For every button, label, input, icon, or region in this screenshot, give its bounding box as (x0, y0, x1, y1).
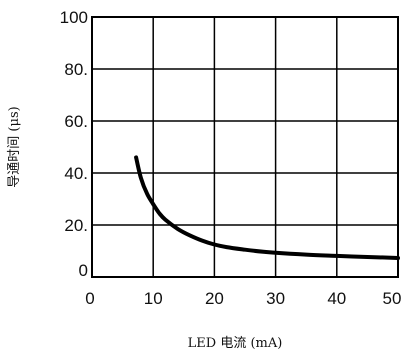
x-tick-labels: 0 10 20 30 40 50 (85, 289, 401, 308)
x-tick-label: 20 (205, 289, 224, 308)
series-line (134, 155, 400, 260)
plot-frame (91, 16, 399, 278)
x-axis-title: LED 电流 (mA) (188, 336, 283, 351)
y-tick-label: 0 (79, 261, 88, 280)
x-tick-label: 0 (85, 289, 94, 308)
y-tick-label: 100 (60, 8, 88, 27)
y-axis-title: 导通时间 (μs) (7, 106, 22, 187)
y-tick-labels: 0 20. 40. 60. 80. 100 (60, 8, 88, 280)
y-tick-label: 40. (64, 164, 88, 183)
series-layer (134, 155, 400, 260)
y-tick-label: 20. (64, 216, 88, 235)
grid (91, 16, 399, 278)
y-tick-label: 80. (64, 60, 88, 79)
x-tick-label: 30 (266, 289, 285, 308)
y-tick-label: 60. (64, 112, 88, 131)
x-tick-label: 10 (144, 289, 163, 308)
x-tick-label: 50 (383, 289, 402, 308)
x-tick-label: 40 (327, 289, 346, 308)
